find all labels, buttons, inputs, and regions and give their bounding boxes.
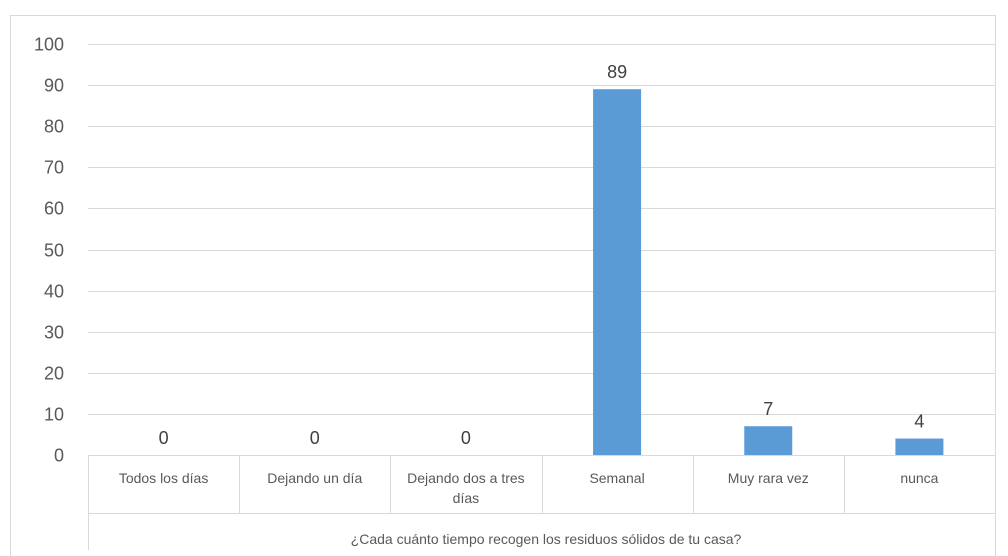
y-tick-label: 90 [44,76,64,96]
y-axis-tick-labels: 0 10 20 30 40 50 60 70 80 90 100 [34,35,64,466]
bar [744,426,793,455]
x-axis-category-labels: Todos los días Dejando un día Dejando dos … [119,470,939,506]
data-labels: 0 0 0 89 7 4 [159,62,925,448]
category-label: Dejando dos a tres días [407,470,525,506]
category-table-lines [88,455,996,550]
y-tick-label: 40 [44,282,64,302]
y-tick-label: 70 [44,158,64,178]
data-label: 7 [763,399,773,419]
y-tick-label: 30 [44,323,64,343]
category-label: Dejando un día [267,470,362,486]
y-gridlines [88,44,995,456]
y-tick-label: 80 [44,117,64,137]
data-label: 0 [461,428,471,448]
x-axis-title: ¿Cada cuánto tiempo recogen los residuos… [351,531,742,547]
bar [593,89,642,456]
category-label: nunca [900,470,938,486]
bars [593,89,944,456]
y-tick-label: 60 [44,199,64,219]
data-label: 0 [310,428,320,448]
category-label: Todos los días [119,470,209,486]
data-label: 89 [607,62,627,82]
bar [895,438,944,455]
category-label: Muy rara vez [728,470,809,486]
chart-border [10,15,996,556]
outer-border [10,15,996,556]
y-tick-label: 10 [44,405,64,425]
data-label: 0 [159,428,169,448]
y-tick-label: 50 [44,241,64,261]
y-tick-label: 20 [44,364,64,384]
data-label: 4 [914,412,924,432]
y-tick-label: 0 [54,446,64,466]
category-label: Semanal [589,470,644,486]
y-tick-label: 100 [34,35,64,55]
